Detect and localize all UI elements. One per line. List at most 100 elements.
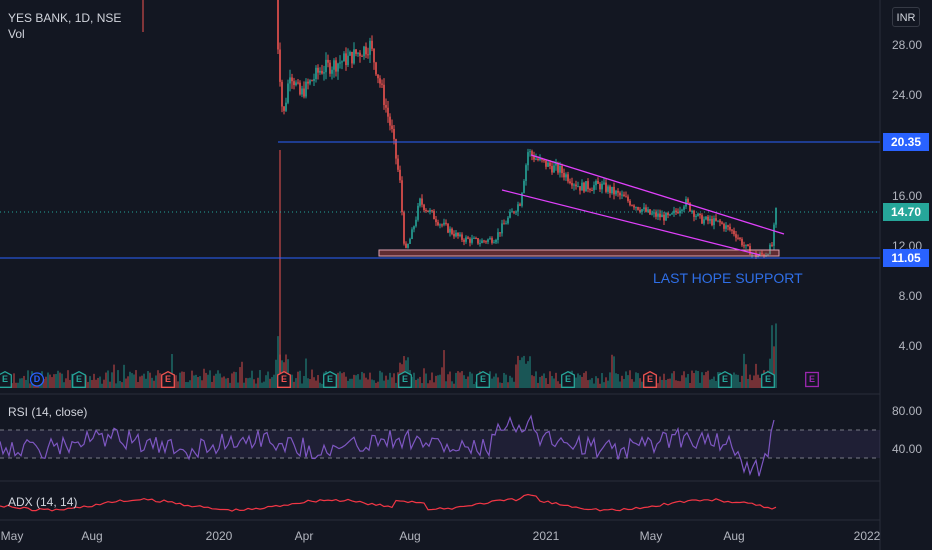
candle-body	[719, 220, 721, 223]
volume-bar	[137, 382, 139, 388]
volume-bar	[119, 380, 121, 388]
volume-bar	[313, 377, 315, 388]
earnings-marker-icon[interactable]: E	[761, 371, 775, 388]
volume-bar	[393, 373, 395, 388]
support-zone	[378, 249, 780, 257]
earnings-marker-icon[interactable]: E	[398, 371, 412, 388]
candle-body	[319, 70, 321, 73]
candle-body	[631, 205, 633, 207]
earnings-marker-icon[interactable]: E	[0, 371, 12, 388]
volume-bar	[631, 379, 633, 388]
volume-bar	[635, 372, 637, 388]
earnings-marker-icon[interactable]: E	[643, 371, 657, 388]
volume-bar	[419, 376, 421, 388]
volume-bar	[121, 382, 123, 388]
candle-body	[415, 219, 417, 227]
volume-bar	[181, 371, 183, 388]
candle-body	[375, 62, 377, 75]
candle-body	[741, 239, 743, 246]
candle-body	[517, 204, 519, 212]
earnings-marker-icon[interactable]: E	[323, 371, 337, 388]
volume-bar	[497, 377, 499, 388]
volume-bar	[695, 370, 697, 388]
volume-bar	[191, 370, 193, 388]
earnings-marker-icon[interactable]: E	[476, 371, 490, 388]
candle-body	[495, 239, 497, 243]
volume-bar	[507, 382, 509, 388]
volume-bar	[681, 375, 683, 388]
candle-body	[323, 72, 325, 74]
volume-bar	[285, 354, 287, 388]
volume-label[interactable]: Vol	[8, 27, 25, 41]
time-label: Apr	[294, 529, 314, 543]
earnings-marker-icon[interactable]: E	[805, 371, 819, 388]
earnings-marker-icon[interactable]: E	[718, 371, 732, 388]
earnings-marker-icon[interactable]: E	[161, 371, 175, 388]
candle-body	[497, 232, 499, 240]
volume-bar	[621, 375, 623, 388]
volume-bar	[101, 383, 103, 388]
time-label: 2020	[205, 529, 233, 543]
earnings-marker-icon[interactable]: E	[72, 371, 86, 388]
time-label: May	[639, 529, 663, 543]
event-marker-letter: E	[401, 374, 408, 384]
dividend-marker-icon[interactable]: D	[30, 371, 44, 388]
volume-bar	[701, 372, 703, 388]
volume-bar	[345, 376, 347, 388]
candle-body	[379, 78, 381, 84]
candle-body	[335, 60, 337, 72]
volume-bar	[45, 376, 47, 388]
volume-bar	[55, 374, 57, 388]
volume-bar	[369, 372, 371, 388]
volume-bar	[385, 375, 387, 388]
candle-body	[619, 192, 621, 196]
channel-lower-line	[501, 189, 761, 256]
candle-body	[361, 55, 363, 57]
volume-bar	[227, 377, 229, 388]
candle-body	[705, 216, 707, 220]
candle-body	[395, 139, 397, 159]
candle-body	[525, 165, 527, 181]
volume-bar	[145, 378, 147, 388]
currency-button[interactable]: INR	[892, 7, 920, 27]
volume-bar	[213, 375, 215, 388]
volume-bar	[241, 361, 243, 388]
volume-bar	[663, 373, 665, 388]
candle-body	[373, 48, 375, 63]
adx-label[interactable]: ADX (14, 14)	[8, 495, 78, 509]
candle-body	[713, 218, 715, 226]
candle-body	[315, 67, 317, 80]
volume-bar	[91, 380, 93, 388]
volume-bar	[235, 372, 237, 388]
candle-body	[775, 207, 777, 225]
candle-body	[623, 194, 625, 197]
volume-bar	[741, 375, 743, 388]
volume-bar	[379, 370, 381, 388]
candle-body	[341, 61, 343, 63]
earnings-marker-icon[interactable]: E	[277, 371, 291, 388]
rsi-label[interactable]: RSI (14, close)	[8, 405, 88, 419]
candle-body	[279, 49, 281, 82]
candle-body	[523, 180, 525, 193]
volume-bar	[707, 370, 709, 388]
volume-bar	[301, 383, 303, 388]
volume-bar	[641, 381, 643, 388]
volume-bar	[207, 374, 209, 388]
volume-bar	[505, 374, 507, 388]
candle-body	[445, 222, 447, 224]
symbol-title[interactable]: YES BANK, 1D, NSE	[8, 11, 122, 25]
volume-bar	[755, 363, 757, 388]
volume-bar	[363, 373, 365, 388]
support-annotation[interactable]: LAST HOPE SUPPORT	[653, 270, 803, 286]
volume-bar	[49, 374, 51, 388]
candle-body	[327, 59, 329, 63]
volume-bar	[151, 377, 153, 388]
volume-bar	[527, 361, 529, 388]
volume-bar	[171, 354, 173, 388]
candle-body	[699, 213, 701, 216]
volume-bar	[457, 371, 459, 388]
volume-bar	[11, 383, 13, 388]
candle-body	[281, 81, 283, 107]
earnings-marker-icon[interactable]: E	[561, 371, 575, 388]
